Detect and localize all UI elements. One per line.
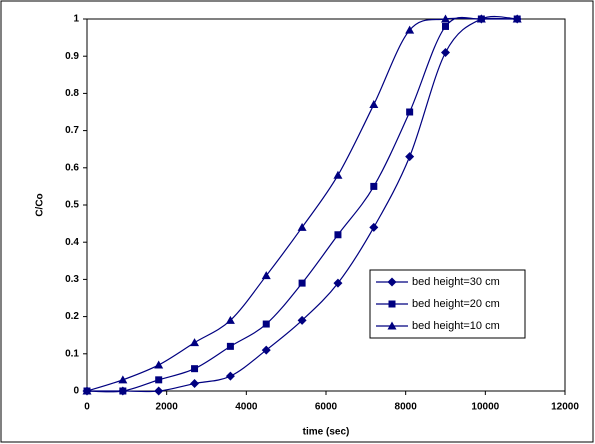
x-tick-label: 12000 — [551, 402, 579, 413]
marker — [118, 375, 128, 384]
y-tick-label: 0.2 — [65, 311, 79, 322]
marker — [261, 271, 271, 280]
y-tick-label: 0.7 — [65, 125, 79, 136]
marker — [225, 315, 235, 324]
marker — [334, 231, 342, 239]
y-tick-label: 0.9 — [65, 51, 79, 62]
x-tick-label: 6000 — [315, 402, 338, 413]
x-tick-label: 0 — [84, 402, 90, 413]
marker — [441, 14, 450, 23]
x-tick-label: 8000 — [395, 402, 418, 413]
legend-label: bed height=30 cm — [412, 276, 500, 288]
marker — [262, 320, 270, 328]
y-tick-label: 0.5 — [65, 200, 79, 211]
marker — [190, 379, 200, 389]
marker — [369, 100, 379, 109]
marker — [406, 108, 414, 116]
y-tick-label: 0 — [73, 386, 79, 397]
marker — [405, 25, 415, 34]
marker — [441, 47, 450, 57]
marker — [190, 338, 200, 347]
legend-label: bed height=20 cm — [412, 298, 500, 310]
y-tick-label: 0.8 — [65, 88, 79, 99]
y-tick-label: 0.1 — [65, 348, 79, 359]
marker — [512, 14, 522, 23]
marker — [226, 342, 234, 350]
marker — [298, 279, 306, 287]
marker — [297, 222, 307, 231]
y-axis-title: C/Co — [35, 193, 46, 216]
marker — [387, 321, 397, 330]
x-tick-label: 10000 — [471, 402, 499, 413]
marker — [155, 376, 163, 384]
marker — [370, 182, 378, 190]
marker — [261, 345, 271, 355]
y-tick-label: 0.6 — [65, 162, 79, 173]
marker — [191, 365, 199, 373]
legend-label: bed height=10 cm — [412, 320, 500, 332]
marker — [369, 222, 379, 232]
marker — [405, 152, 415, 162]
marker — [297, 315, 307, 325]
marker — [225, 371, 235, 381]
marker — [154, 360, 164, 369]
x-axis-title: time (sec) — [303, 427, 350, 438]
x-tick-label: 4000 — [235, 402, 258, 413]
marker — [388, 300, 396, 308]
marker — [82, 386, 92, 395]
marker — [333, 278, 343, 288]
marker — [387, 277, 397, 287]
x-tick-label: 2000 — [156, 402, 179, 413]
marker — [476, 14, 486, 23]
marker — [119, 387, 127, 395]
marker — [442, 22, 449, 30]
marker — [333, 170, 343, 179]
marker — [154, 386, 164, 396]
y-tick-label: 0.4 — [65, 237, 79, 248]
y-tick-label: 0.3 — [65, 274, 79, 285]
y-tick-label: 1 — [73, 14, 79, 25]
